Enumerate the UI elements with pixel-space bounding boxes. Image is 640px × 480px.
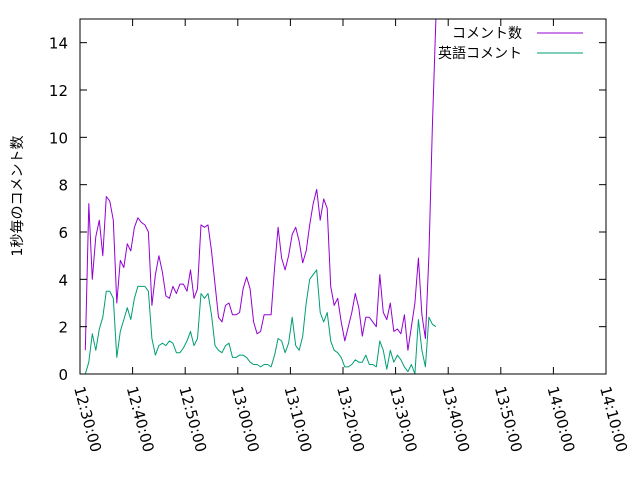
x-tick-label: 12:50:00	[175, 384, 210, 454]
x-tick-label: 13:20:00	[333, 384, 368, 454]
y-tick-label: 6	[58, 224, 68, 242]
y-tick-label: 4	[58, 271, 68, 289]
series-layer	[84, 18, 437, 375]
x-tick-label: 14:00:00	[544, 384, 579, 454]
x-tick-label: 13:40:00	[438, 384, 473, 454]
y-tick-label: 2	[58, 319, 68, 337]
plot-frame	[79, 18, 607, 375]
y-tick-label: 8	[58, 177, 68, 195]
y-axis: 0 2 4 6 8 10 12 14	[49, 35, 606, 384]
y-tick-label: 0	[58, 366, 68, 384]
y-axis-label: 1秒毎のコメント数	[10, 136, 26, 257]
y-tick-label: 14	[49, 35, 68, 53]
x-tick-label: 13:30:00	[386, 384, 421, 454]
x-tick-label: 13:00:00	[228, 384, 263, 454]
x-tick-label: 13:50:00	[491, 384, 526, 454]
y-tick-label: 10	[49, 129, 68, 147]
x-tick-label: 13:10:00	[281, 384, 316, 454]
x-axis: 12:30:00 12:40:00 12:50:00 13:00:00 13:10:00…	[70, 19, 631, 454]
x-tick-label: 12:40:00	[123, 384, 158, 454]
x-tick-label: 12:30:00	[70, 384, 105, 454]
series-line-2	[84, 269, 437, 375]
legend-label-2: 英語コメント	[438, 45, 522, 62]
series-line-1	[84, 18, 437, 351]
legend-label-1: コメント数	[452, 26, 522, 42]
x-tick-label: 14:10:00	[596, 384, 631, 454]
y-tick-label: 12	[49, 82, 68, 100]
